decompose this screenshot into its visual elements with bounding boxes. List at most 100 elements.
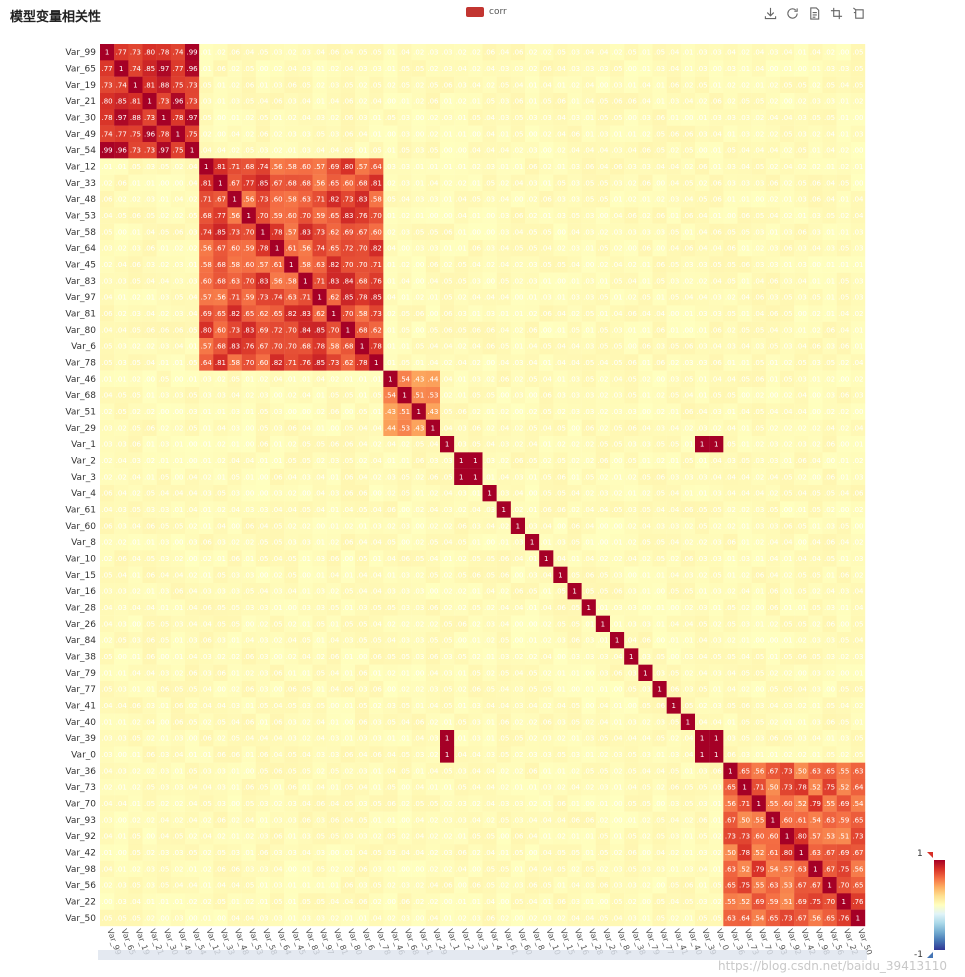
heatmap-cell[interactable]	[114, 76, 129, 94]
heatmap-cell[interactable]	[709, 60, 724, 77]
data-view-icon[interactable]	[808, 7, 821, 20]
heatmap-cell[interactable]	[425, 60, 441, 77]
heatmap-cell[interactable]	[780, 44, 795, 61]
heatmap-cell[interactable]	[468, 60, 483, 77]
heatmap-cell[interactable]	[100, 76, 115, 94]
zoom-icon[interactable]	[830, 7, 843, 20]
heatmap-cell[interactable]	[170, 76, 186, 94]
heatmap-cell[interactable]	[581, 44, 597, 61]
heatmap-cell[interactable]	[185, 76, 200, 94]
heatmap-cell[interactable]	[610, 44, 625, 61]
heatmap-cell[interactable]	[199, 76, 214, 94]
heatmap-cell[interactable]	[100, 60, 115, 77]
heatmap-cell[interactable]	[525, 44, 540, 61]
legend[interactable]: corr	[466, 7, 507, 17]
heatmap-cell[interactable]	[284, 76, 299, 94]
heatmap-cell[interactable]	[270, 60, 285, 77]
heatmap-cell[interactable]	[298, 76, 313, 94]
download-icon[interactable]	[764, 7, 777, 20]
heatmap-cell[interactable]	[454, 76, 469, 94]
heatmap-cell[interactable]	[425, 76, 441, 94]
heatmap-cell[interactable]	[553, 60, 568, 77]
heatmap-cell[interactable]	[652, 44, 667, 61]
heatmap-cell[interactable]	[114, 44, 129, 61]
heatmap-cell[interactable]	[482, 44, 497, 61]
heatmap-cell[interactable]	[270, 76, 285, 94]
heatmap-cell[interactable]	[369, 60, 384, 77]
heatmap-cell[interactable]	[326, 76, 342, 94]
heatmap-cell[interactable]	[213, 76, 228, 94]
heatmap-cell[interactable]	[199, 44, 214, 61]
heatmap-cell[interactable]	[298, 60, 313, 77]
heatmap-cell[interactable]	[227, 76, 242, 94]
heatmap-cell[interactable]	[284, 44, 299, 61]
heatmap-cell[interactable]	[822, 44, 837, 61]
heatmap-cell[interactable]	[680, 44, 696, 61]
heatmap-cell[interactable]	[567, 44, 582, 61]
heatmap-cell[interactable]	[468, 44, 483, 61]
heatmap-cell[interactable]	[326, 60, 342, 77]
heatmap-cell[interactable]	[397, 60, 412, 77]
heatmap-cell[interactable]	[340, 44, 356, 61]
heatmap-cell[interactable]	[241, 44, 257, 61]
heatmap-cell[interactable]	[142, 76, 157, 94]
heatmap-cell[interactable]	[213, 60, 228, 77]
heatmap-cell[interactable]	[539, 76, 554, 94]
heatmap-cell[interactable]	[822, 60, 837, 77]
heatmap-cell[interactable]	[751, 44, 767, 61]
heatmap-cell[interactable]	[723, 60, 738, 77]
heatmap-cell[interactable]	[794, 44, 809, 61]
heatmap-cell[interactable]	[850, 60, 866, 77]
heatmap-cell[interactable]	[652, 60, 667, 77]
heatmap-cell[interactable]	[142, 44, 157, 61]
heatmap-cell[interactable]	[383, 60, 398, 77]
heatmap-cell[interactable]	[638, 44, 653, 61]
heatmap-cell[interactable]	[595, 44, 611, 61]
legend-label[interactable]: corr	[489, 7, 507, 17]
heatmap-cell[interactable]	[836, 60, 852, 77]
heatmap-cell[interactable]	[312, 60, 327, 77]
refresh-icon[interactable]	[786, 7, 799, 20]
zoom-reset-icon[interactable]	[852, 7, 865, 20]
heatmap-cell[interactable]	[454, 60, 469, 77]
heatmap-cell[interactable]	[340, 60, 356, 77]
heatmap-cell[interactable]	[397, 76, 412, 94]
heatmap-cell[interactable]	[397, 44, 412, 61]
heatmap-cell[interactable]	[241, 76, 257, 94]
heatmap-cell[interactable]	[666, 60, 682, 77]
heatmap-cell[interactable]	[638, 60, 653, 77]
heatmap-cell[interactable]	[100, 44, 115, 61]
heatmap-cell[interactable]	[680, 60, 696, 77]
heatmap-cell[interactable]	[411, 60, 427, 77]
heatmap-cell[interactable]	[383, 44, 398, 61]
heatmap-cell[interactable]	[482, 60, 497, 77]
heatmap-cell[interactable]	[142, 60, 157, 77]
heatmap-cell[interactable]	[128, 44, 143, 61]
heatmap-cell[interactable]	[539, 44, 554, 61]
heatmap-cell[interactable]	[185, 60, 200, 77]
heatmap-cell[interactable]	[751, 60, 767, 77]
heatmap-cell[interactable]	[185, 44, 200, 61]
heatmap-cell[interactable]	[765, 60, 781, 77]
heatmap-cell[interactable]	[241, 60, 257, 77]
heatmap-cell[interactable]	[440, 44, 455, 61]
heatmap-cell[interactable]	[227, 44, 242, 61]
heatmap-cell[interactable]	[850, 44, 866, 61]
heatmap-cell[interactable]	[128, 76, 143, 94]
heatmap-cell[interactable]	[114, 60, 129, 77]
heatmap-cell[interactable]	[255, 44, 271, 61]
heatmap-cell[interactable]	[765, 44, 781, 61]
heatmap-cell[interactable]	[595, 60, 611, 77]
heatmap-cell[interactable]	[369, 76, 384, 94]
heatmap-cell[interactable]	[836, 44, 852, 61]
heatmap-cell[interactable]	[340, 76, 356, 94]
heatmap-cell[interactable]	[213, 44, 228, 61]
heatmap-cell[interactable]	[156, 76, 172, 94]
heatmap-cell[interactable]	[510, 76, 526, 94]
heatmap-cell[interactable]	[780, 60, 795, 77]
heatmap-cell[interactable]	[695, 60, 710, 77]
heatmap-cell[interactable]	[255, 60, 271, 77]
heatmap-cell[interactable]	[312, 76, 327, 94]
heatmap-cell[interactable]	[425, 44, 441, 61]
